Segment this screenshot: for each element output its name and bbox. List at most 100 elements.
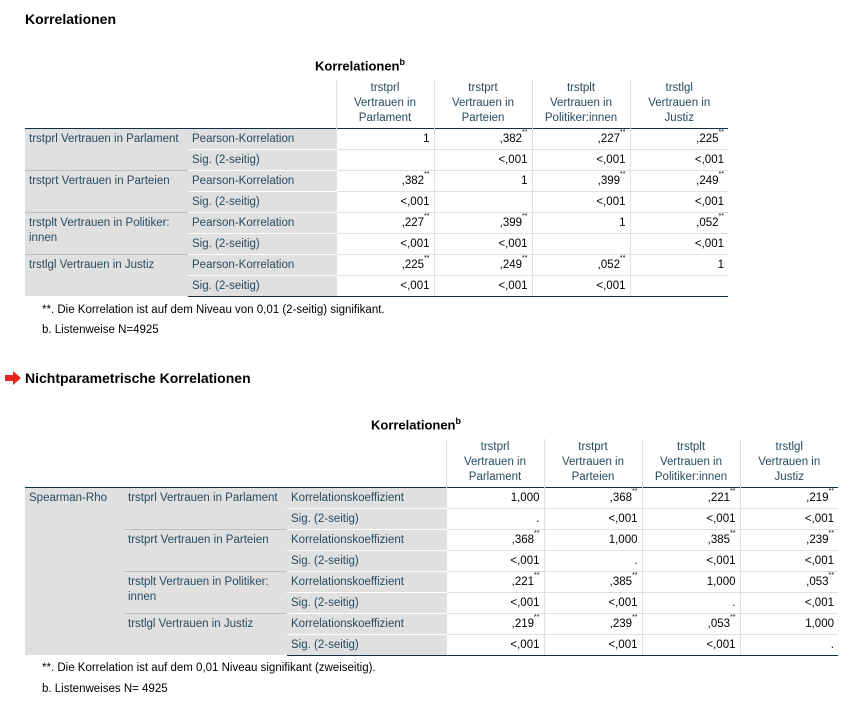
correlation-value: ,219** [445, 612, 544, 635]
statistic-label: Sig. (2-seitig) [188, 233, 336, 255]
correlation-value: ,249** [629, 169, 728, 192]
correlation-value: 1 [629, 253, 728, 276]
significance-marker: ** [522, 255, 528, 263]
cell-value: ,227 [597, 132, 621, 145]
row-variable-label: trstplt Vertrauen in Politiker: innen [124, 570, 287, 613]
column-header: trstplt Vertrauen in Politiker:innen [641, 439, 740, 487]
table-row: Sig. (2-seitig) <,001 <,001 <,001 [25, 149, 728, 171]
correlation-value: 1 [433, 169, 532, 192]
significance-value: <,001 [335, 191, 434, 213]
significance-value [335, 149, 434, 171]
significance-value: <,001 [629, 149, 728, 171]
correlation-value: ,053** [739, 570, 838, 593]
significance-value: <,001 [335, 275, 434, 297]
significance-marker: ** [534, 572, 540, 580]
cell-value: ,219 [806, 491, 829, 504]
statistic-label: Sig. (2-seitig) [188, 191, 336, 213]
cell-value: . [732, 596, 736, 609]
significance-value: <,001 [433, 233, 532, 255]
significance-marker: ** [632, 614, 638, 622]
correlation-value: ,227** [531, 127, 630, 150]
correlation-value: ,221** [445, 570, 544, 593]
significance-marker: ** [718, 213, 724, 221]
significance-value: <,001 [531, 191, 630, 213]
significance-value: . [739, 634, 838, 656]
cell-value: . [830, 638, 834, 651]
correlation-value: 1,000 [641, 570, 740, 593]
table2-title: Korrelationenb [370, 416, 461, 433]
significance-value: <,001 [629, 191, 728, 213]
significance-marker: ** [828, 572, 834, 580]
significance-marker: ** [718, 171, 724, 179]
significance-marker: ** [730, 488, 736, 496]
significance-marker: ** [522, 213, 528, 221]
table2-spearman-correlations: trstprl Vertrauen in Parlament trstprt Vertr… [25, 439, 838, 656]
correlation-value: ,249** [433, 253, 532, 276]
correlation-value: 1,000 [445, 486, 544, 509]
column-header-line: trstplt [676, 440, 706, 453]
significance-marker: ** [534, 614, 540, 622]
cell-value: <,001 [510, 596, 540, 609]
statistic-label: Sig. (2-seitig) [287, 508, 446, 530]
cell-value: <,001 [804, 554, 834, 567]
cell-value: ,399 [499, 216, 523, 229]
cell-value: ,221 [511, 575, 535, 588]
header-blank-cell [188, 80, 336, 128]
significance-marker: ** [620, 255, 626, 263]
column-header-line: Parteien [571, 470, 615, 483]
table-row: trstplt Vertrauen in Politiker: innen Kor… [25, 570, 838, 613]
cell-value: 1 [717, 258, 724, 271]
significance-value [629, 275, 728, 297]
significance-value: <,001 [433, 149, 532, 171]
table-row: trstlgl Vertrauen in Justiz Pearson-Korre… [25, 253, 728, 296]
significance-value: <,001 [445, 550, 544, 572]
correlation-value: ,052** [531, 253, 630, 276]
statistic-label: Sig. (2-seitig) [188, 149, 336, 171]
column-header: trstprl Vertrauen in Parlament [335, 80, 434, 128]
significance-value: <,001 [335, 233, 434, 255]
correlation-value: ,399** [433, 211, 532, 234]
statistic-label: Pearson-Korrelation [188, 253, 336, 276]
cell-value: ,221 [707, 491, 731, 504]
statistic-label: Korrelationskoeffizient [287, 570, 446, 593]
table1-title: Korrelationenb [314, 57, 405, 74]
table-row: Spearman-Rho trstprl Vertrauen in Parlame… [25, 486, 838, 655]
correlation-value: ,221** [641, 486, 740, 509]
column-header-line: Parteien [461, 111, 505, 124]
statistic-label: Sig. (2-seitig) [287, 550, 446, 572]
statistic-label: Sig. (2-seitig) [188, 275, 336, 297]
cell-value: <,001 [706, 512, 736, 525]
statistic-label: Korrelationskoeffizient [287, 528, 446, 551]
column-header-line: Vertrauen in [353, 96, 416, 109]
column-header-line: trstprt [468, 81, 498, 94]
table-row: Sig. (2-seitig) <,001 <,001 <,001. [25, 634, 838, 656]
column-header-line: Justiz [664, 111, 694, 124]
column-header-line: trstprl [480, 440, 510, 453]
significance-value: <,001 [629, 233, 728, 255]
table1-footnote-n: b. Listenweise N=4925 [42, 324, 159, 336]
correlation-value: ,399** [531, 169, 630, 192]
cell-value: <,001 [510, 554, 540, 567]
column-header-line: trstprl [370, 81, 400, 94]
table-row: Sig. (2-seitig) <,001 <,001. <,001 [25, 592, 838, 614]
cell-value: <,001 [400, 279, 430, 292]
cell-value: ,053 [707, 617, 731, 630]
row-variable-label: trstprt Vertrauen in Parteien [25, 169, 188, 212]
cell-value: 1,000 [510, 491, 540, 504]
cell-value: ,385 [707, 533, 731, 546]
correlation-value: ,227** [335, 211, 434, 234]
correlation-value: ,239** [543, 612, 642, 635]
cell-value: <,001 [400, 237, 430, 250]
correlation-value: ,368** [543, 486, 642, 509]
column-header-line: trstprt [578, 440, 608, 453]
cell-value: ,385 [609, 575, 633, 588]
column-header-line: Vertrauen in [549, 96, 612, 109]
row-variable-label: trstprl Vertrauen in Parlament [124, 486, 287, 529]
row-variable-label: trstlgl Vertrauen in Justiz [124, 612, 287, 655]
row-variable-label: trstprt Vertrauen in Parteien [124, 528, 287, 571]
header-blank-cell [124, 439, 287, 487]
statistic-label: Pearson-Korrelation [188, 169, 336, 192]
cell-value: <,001 [706, 638, 736, 651]
table-row: trstprl Vertrauen in Parlament Pearson-Ko… [25, 127, 728, 170]
table1-pearson-correlations: trstprl Vertrauen in Parlament trstprt Vertr… [25, 80, 728, 297]
